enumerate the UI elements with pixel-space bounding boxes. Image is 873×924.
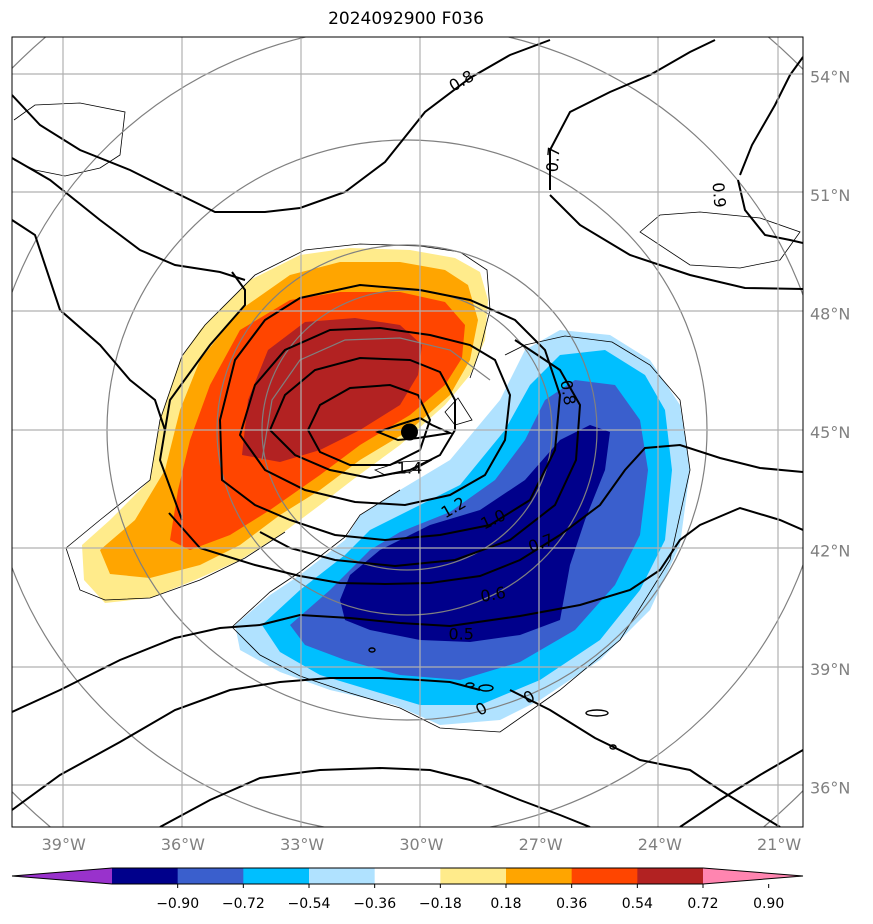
contour-label-text: 0.5 [448, 624, 473, 643]
outline-contour [231, 335, 691, 733]
contour-line [739, 56, 803, 176]
y-tick-label: 48°N [810, 305, 850, 324]
colorbar-segment [637, 868, 704, 884]
map-frame [11, 36, 804, 828]
graticule [12, 37, 803, 827]
x-tick-label: 27°W [519, 835, 563, 854]
outline-contour [231, 489, 401, 628]
colorbar-tick-label: 0.90 [753, 896, 784, 912]
contour-line [12, 624, 261, 713]
inner-ring-arc [261, 337, 491, 461]
colorbar-ticks: −0.90 −0.72 −0.54 −0.36 −0.18 0.18 0.36 0.54 0.7… [156, 884, 784, 912]
contour-label: 0.8 [556, 378, 579, 406]
contour-label-text: 0.7 [543, 146, 564, 173]
contour-line [259, 339, 582, 568]
x-axis-ticks: 39°W 36°W 33°W 30°W 27°W 24°W 21°W [42, 835, 802, 854]
contour-line [549, 39, 716, 190]
y-axis-ticks: 54°N 51°N 48°N 45°N 42°N 39°N 36°N [810, 68, 850, 798]
contour-line [159, 766, 591, 827]
contour-line [549, 194, 803, 290]
contour-label: 0.8 [446, 66, 478, 95]
colorbar-tick-label: −0.36 [353, 896, 396, 912]
contour-line [375, 416, 454, 442]
colorbar-extend-high [703, 868, 803, 884]
contour-blob [609, 744, 617, 750]
contour-line [509, 689, 781, 827]
outline-contour [13, 102, 126, 177]
storm-center-marker [400, 423, 418, 441]
contour-label-layer: 0.80.70.90.81.41.2 1.00.70.60.500 [397, 66, 730, 719]
contour-label: 0.5 [448, 624, 473, 643]
contour-lines [12, 39, 803, 827]
positive-anomaly-shading [82, 248, 488, 603]
contour-line [306, 383, 432, 466]
y-tick-label: 54°N [810, 68, 850, 87]
contour-line [218, 283, 562, 542]
colorbar-tick-label: −0.54 [288, 896, 331, 912]
x-tick-label: 36°W [161, 835, 205, 854]
x-tick-label: 21°W [757, 835, 801, 854]
anomaly-outline-contours [13, 102, 801, 733]
contour-line [158, 271, 246, 521]
outline-contour [65, 531, 286, 601]
colorbar-segment [177, 868, 244, 884]
y-tick-label: 45°N [810, 423, 850, 442]
colorbar-extend-low [12, 868, 112, 884]
contour-label-text: 1.4 [397, 459, 422, 478]
colorbar-tick-label: 0.36 [556, 896, 587, 912]
y-tick-label: 39°N [810, 660, 850, 679]
contour-blob [585, 709, 609, 717]
contour-label-text: 0.6 [479, 583, 507, 606]
outline-contour [444, 397, 473, 426]
contour-blob [478, 684, 494, 692]
contour-line [679, 749, 803, 827]
colorbar-segment [440, 868, 507, 884]
colorbar-segment [309, 868, 376, 884]
outline-contour [65, 243, 491, 549]
y-tick-label: 51°N [810, 186, 850, 205]
contour-blob [368, 647, 376, 653]
x-tick-label: 33°W [280, 835, 324, 854]
x-tick-label: 39°W [42, 835, 86, 854]
chart-title: 2024092900 F036 [328, 9, 484, 29]
contour-label-text: 0.9 [708, 182, 729, 209]
contour-label: 1.4 [397, 459, 422, 478]
colorbar-tick-label: −0.72 [222, 896, 265, 912]
colorbar-segment [571, 868, 638, 884]
contour-line [268, 356, 456, 480]
colorbar-segment [243, 868, 310, 884]
contour-line [168, 443, 803, 586]
colorbar-segment [374, 868, 441, 884]
colorbar-tick-label: 0.18 [490, 896, 521, 912]
contour-line [238, 326, 512, 507]
small-contour-blobs [368, 647, 617, 750]
colorbar-outline [11, 867, 804, 885]
contour-label: 0.9 [708, 182, 729, 209]
colorbar [11, 867, 804, 885]
contour-label-text: 0.8 [556, 378, 579, 406]
contour-label: 0.7 [543, 146, 564, 173]
outline-contour [373, 459, 433, 476]
colorbar-tick-label: −0.90 [156, 896, 199, 912]
colorbar-tick-label: 0.54 [622, 896, 653, 912]
y-tick-label: 42°N [810, 542, 850, 561]
x-tick-label: 24°W [638, 835, 682, 854]
x-tick-label: 30°W [399, 835, 443, 854]
contour-label: 0.6 [479, 583, 507, 606]
colorbar-tick-label: −0.18 [419, 896, 462, 912]
contour-line [12, 677, 481, 811]
contour-line [12, 219, 166, 431]
contour-line [737, 179, 803, 244]
anomaly-fill-0.72 [242, 318, 422, 462]
colorbar-segment [506, 868, 573, 884]
contour-line [12, 157, 246, 281]
y-tick-label: 36°N [810, 779, 850, 798]
colorbar-segment [112, 868, 179, 884]
colorbar-tick-label: 0.72 [687, 896, 718, 912]
contour-line [259, 506, 803, 628]
outline-contour [639, 211, 801, 269]
contour-line [12, 39, 551, 213]
